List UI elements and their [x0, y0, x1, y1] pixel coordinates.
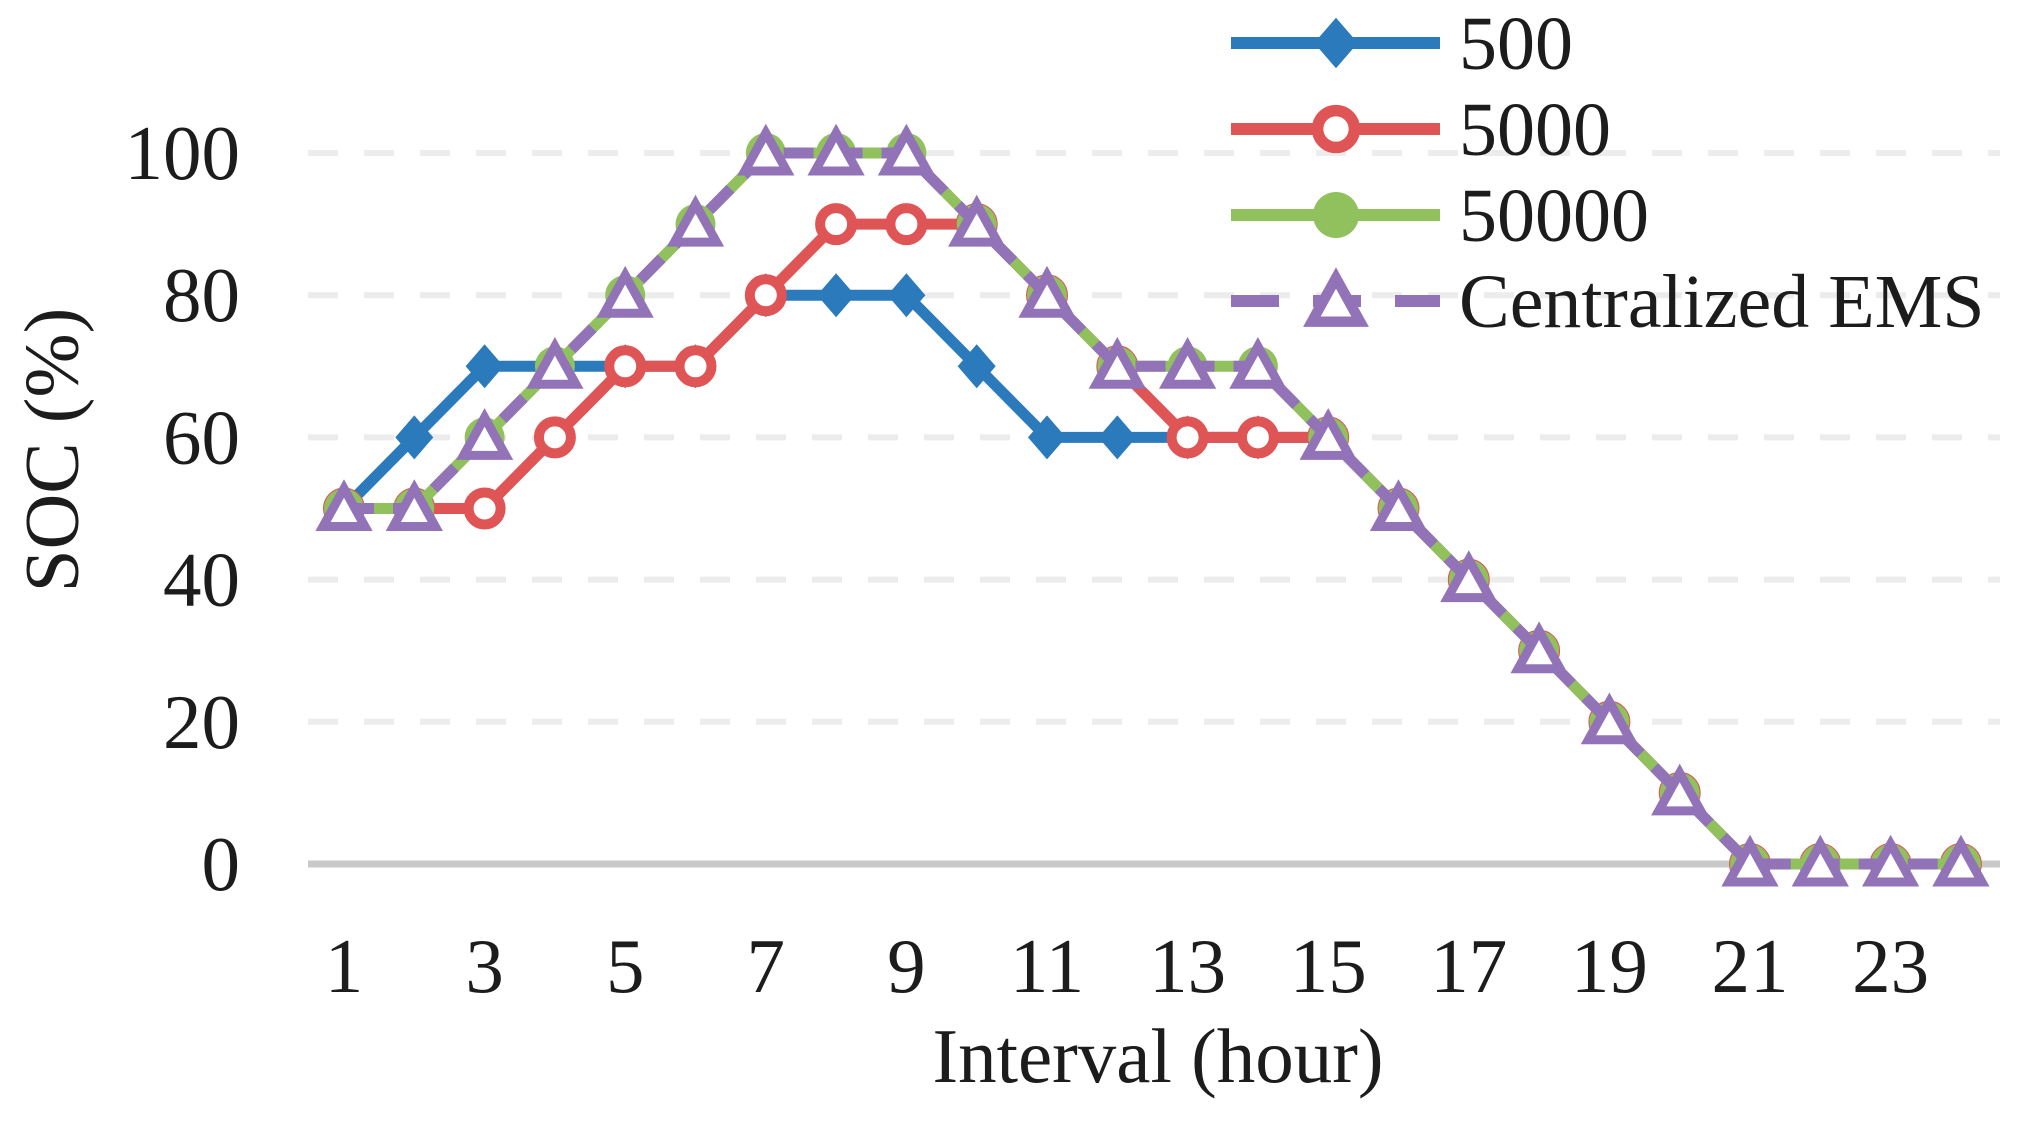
- y-tick-label: 60: [163, 394, 240, 480]
- open-triangle-marker: [1932, 834, 1990, 887]
- x-tick-label: 13: [1149, 923, 1226, 1009]
- open-triangle-marker: [737, 123, 795, 176]
- filled-circle-marker: [1313, 192, 1359, 238]
- open-triangle-marker: [1721, 834, 1779, 887]
- open-circle-marker: [463, 487, 506, 530]
- x-tick-label: 1: [325, 923, 364, 1009]
- open-circle-marker: [674, 345, 717, 388]
- open-triangle-marker: [1229, 336, 1287, 389]
- legend-item-5000: 5000: [1231, 88, 1611, 172]
- x-tick-label: 19: [1571, 923, 1648, 1009]
- legend-item-500: 500: [1231, 2, 1573, 86]
- y-tick-label: 0: [202, 821, 241, 907]
- y-tick-label: 100: [125, 110, 241, 196]
- diamond-marker: [887, 273, 926, 318]
- open-triangle-marker: [596, 265, 654, 318]
- open-triangle-marker: [526, 336, 584, 389]
- x-tick-label: 23: [1852, 923, 1929, 1009]
- open-triangle-marker: [315, 479, 373, 531]
- open-triangle-marker: [1303, 267, 1369, 327]
- x-tick-label: 15: [1290, 923, 1367, 1009]
- open-circle-marker: [744, 274, 787, 317]
- open-triangle-marker: [807, 123, 865, 176]
- x-tick-label: 11: [1010, 923, 1084, 1009]
- open-circle-marker: [533, 416, 576, 459]
- x-tick-label: 7: [747, 923, 786, 1009]
- y-tick-label: 20: [163, 679, 240, 765]
- open-triangle-marker: [385, 479, 443, 531]
- diamond-marker: [1028, 415, 1066, 460]
- open-triangle-marker: [1440, 550, 1498, 603]
- open-triangle-marker: [455, 408, 514, 460]
- y-tick-label: 80: [163, 252, 240, 338]
- legend-label-centralized-ems: Centralized EMS: [1459, 260, 1985, 344]
- legend-item-50000: 50000: [1231, 174, 1649, 258]
- x-tick-label: 17: [1430, 923, 1507, 1009]
- open-triangle-marker: [1580, 692, 1639, 745]
- open-triangle-marker: [1369, 479, 1428, 531]
- diamond-marker: [957, 344, 996, 389]
- y-tick-label: 40: [163, 537, 240, 623]
- open-circle-marker: [1236, 416, 1279, 459]
- open-triangle-marker: [1158, 336, 1217, 389]
- series-50000: [324, 133, 1981, 884]
- open-triangle-marker: [1651, 763, 1709, 816]
- x-tick-label: 21: [1712, 923, 1789, 1009]
- open-circle-marker: [1311, 104, 1361, 154]
- diamond-marker: [1314, 17, 1358, 69]
- open-triangle-marker: [1018, 265, 1076, 318]
- diamond-marker: [395, 415, 434, 460]
- x-axis-title: Interval (hour): [932, 1013, 1384, 1099]
- diamond-marker: [1098, 415, 1137, 460]
- open-circle-marker: [885, 203, 928, 246]
- open-circle-marker: [1166, 416, 1209, 459]
- grid: [308, 150, 2000, 868]
- legend-label-50000: 50000: [1459, 174, 1649, 258]
- legend-label-500: 500: [1459, 2, 1573, 86]
- y-axis-title: SOC (%): [8, 307, 95, 593]
- open-triangle-marker: [1299, 408, 1357, 460]
- legend-item-centralized-ems: Centralized EMS: [1231, 260, 1985, 344]
- open-triangle-marker: [1791, 834, 1849, 887]
- open-triangle-marker: [948, 194, 1006, 247]
- x-tick-label: 5: [606, 923, 645, 1009]
- diamond-marker: [817, 273, 856, 318]
- x-tick-label: 3: [465, 923, 504, 1009]
- open-triangle-marker: [1861, 834, 1920, 887]
- open-triangle-marker: [1510, 621, 1568, 674]
- diamond-marker: [465, 344, 504, 389]
- open-triangle-marker: [1088, 336, 1146, 389]
- legend-label-5000: 5000: [1459, 88, 1611, 172]
- x-tick-label: 9: [887, 923, 926, 1009]
- series-centralized-ems: [315, 123, 1990, 887]
- open-triangle-marker: [666, 194, 725, 247]
- open-circle-marker: [604, 345, 647, 388]
- open-circle-marker: [815, 203, 858, 246]
- open-triangle-marker: [877, 123, 936, 176]
